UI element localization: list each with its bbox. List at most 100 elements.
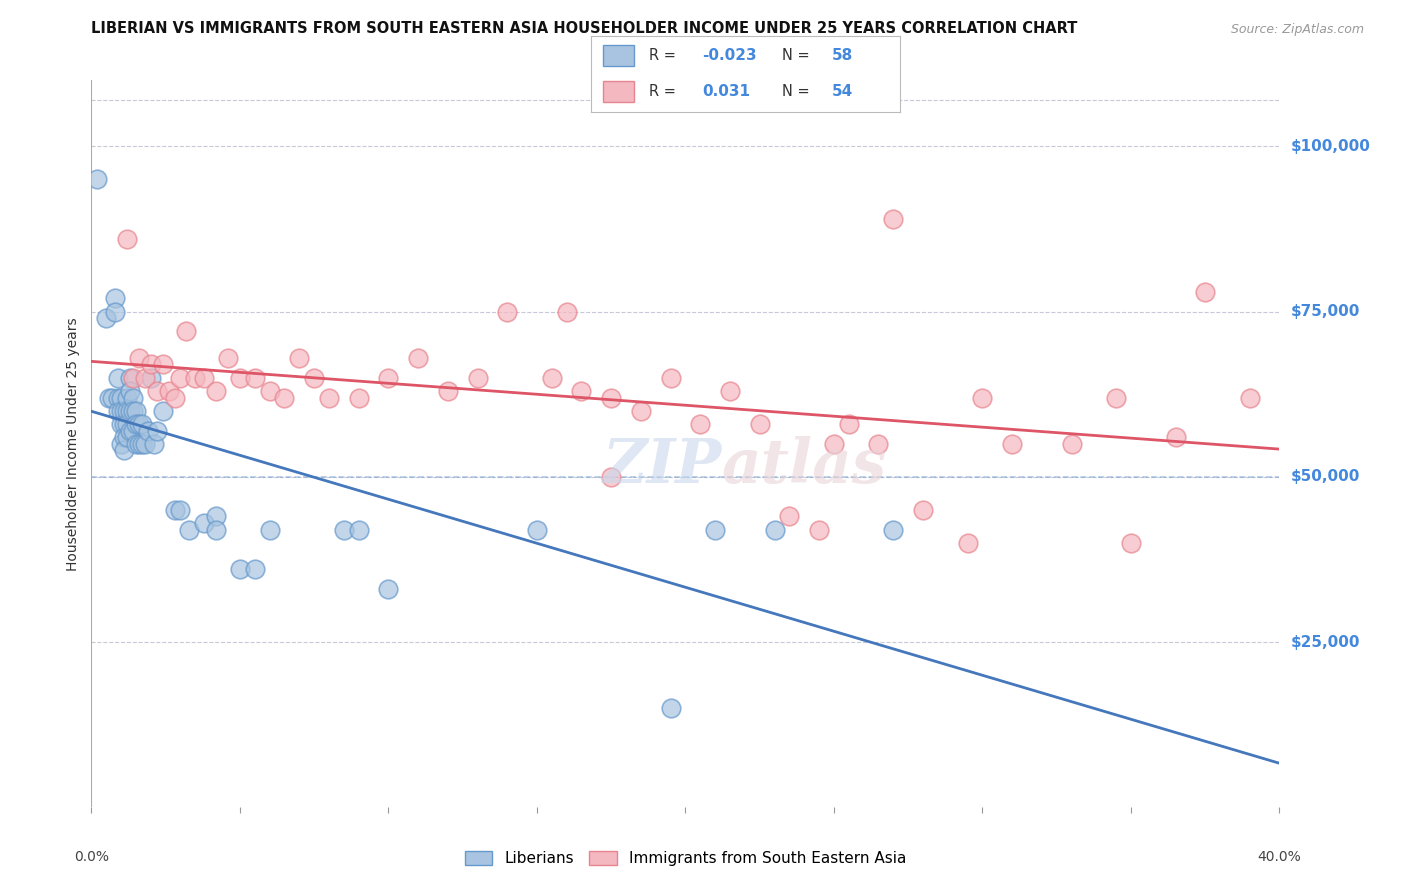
Point — [406, 351, 429, 365]
Point — [823, 437, 845, 451]
Point — [217, 351, 239, 365]
Point — [115, 403, 138, 417]
Point — [273, 391, 295, 405]
Point — [571, 384, 593, 398]
Point — [288, 351, 311, 365]
Text: R =: R = — [650, 47, 676, 62]
Point — [110, 391, 132, 405]
Point — [259, 384, 281, 398]
Point — [107, 391, 129, 405]
Point — [868, 437, 890, 451]
Point — [333, 523, 356, 537]
Point — [115, 232, 138, 246]
Point — [101, 391, 124, 405]
Point — [115, 391, 138, 405]
Point — [131, 437, 153, 451]
Point — [205, 509, 228, 524]
Point — [136, 424, 159, 438]
Point — [347, 391, 370, 405]
Point — [555, 304, 578, 318]
Point — [176, 325, 198, 339]
Point — [911, 503, 934, 517]
Point — [205, 523, 228, 537]
Point — [104, 292, 127, 306]
Point — [157, 384, 180, 398]
Point — [1105, 391, 1128, 405]
Point — [152, 358, 174, 372]
Point — [882, 523, 904, 537]
Point — [118, 384, 141, 398]
Point — [1060, 437, 1083, 451]
Text: ZIP: ZIP — [602, 435, 721, 496]
Point — [229, 562, 252, 576]
Point — [131, 417, 153, 431]
Text: $50,000: $50,000 — [1291, 469, 1360, 484]
Point — [689, 417, 711, 431]
FancyBboxPatch shape — [603, 45, 634, 66]
Text: N =: N = — [782, 84, 810, 99]
Point — [112, 443, 135, 458]
Point — [98, 391, 121, 405]
Point — [630, 403, 652, 417]
Point — [163, 391, 186, 405]
Point — [956, 536, 979, 550]
Point — [838, 417, 860, 431]
Point — [152, 403, 174, 417]
Point — [142, 437, 165, 451]
Point — [110, 403, 132, 417]
Point — [86, 172, 108, 186]
Point — [808, 523, 831, 537]
Point — [104, 304, 127, 318]
Text: $75,000: $75,000 — [1291, 304, 1360, 319]
Text: 40.0%: 40.0% — [1257, 850, 1302, 864]
Point — [778, 509, 800, 524]
Point — [318, 391, 340, 405]
Point — [704, 523, 727, 537]
Point — [193, 516, 215, 530]
Point — [259, 523, 281, 537]
Point — [193, 370, 215, 384]
Point — [107, 370, 129, 384]
Point — [243, 370, 266, 384]
Point — [1239, 391, 1261, 405]
Text: LIBERIAN VS IMMIGRANTS FROM SOUTH EASTERN ASIA HOUSEHOLDER INCOME UNDER 25 YEARS: LIBERIAN VS IMMIGRANTS FROM SOUTH EASTER… — [91, 21, 1078, 36]
Text: $100,000: $100,000 — [1291, 139, 1371, 153]
Point — [1164, 430, 1187, 444]
Point — [128, 437, 150, 451]
Point — [115, 430, 138, 444]
Point — [118, 370, 141, 384]
Point — [128, 417, 150, 431]
Point — [1194, 285, 1216, 299]
Point — [600, 391, 623, 405]
Point — [377, 582, 399, 597]
Text: 54: 54 — [832, 84, 853, 99]
Point — [115, 417, 138, 431]
Point — [302, 370, 325, 384]
Point — [122, 424, 145, 438]
Point — [600, 470, 623, 484]
Point — [134, 437, 156, 451]
Text: Source: ZipAtlas.com: Source: ZipAtlas.com — [1230, 22, 1364, 36]
Text: R =: R = — [650, 84, 676, 99]
Point — [496, 304, 519, 318]
Point — [1119, 536, 1142, 550]
Text: $25,000: $25,000 — [1291, 634, 1360, 649]
Point — [763, 523, 786, 537]
Point — [169, 370, 191, 384]
Point — [139, 370, 162, 384]
Point — [110, 417, 132, 431]
Point — [718, 384, 741, 398]
Point — [125, 437, 148, 451]
Point — [122, 370, 145, 384]
Point — [139, 358, 162, 372]
Point — [112, 430, 135, 444]
Point — [205, 384, 228, 398]
Point — [436, 384, 458, 398]
Point — [145, 424, 167, 438]
Legend: Liberians, Immigrants from South Eastern Asia: Liberians, Immigrants from South Eastern… — [458, 845, 912, 872]
Y-axis label: Householder Income Under 25 years: Householder Income Under 25 years — [66, 317, 80, 571]
Point — [145, 384, 167, 398]
Point — [377, 370, 399, 384]
Point — [107, 403, 129, 417]
Point — [347, 523, 370, 537]
